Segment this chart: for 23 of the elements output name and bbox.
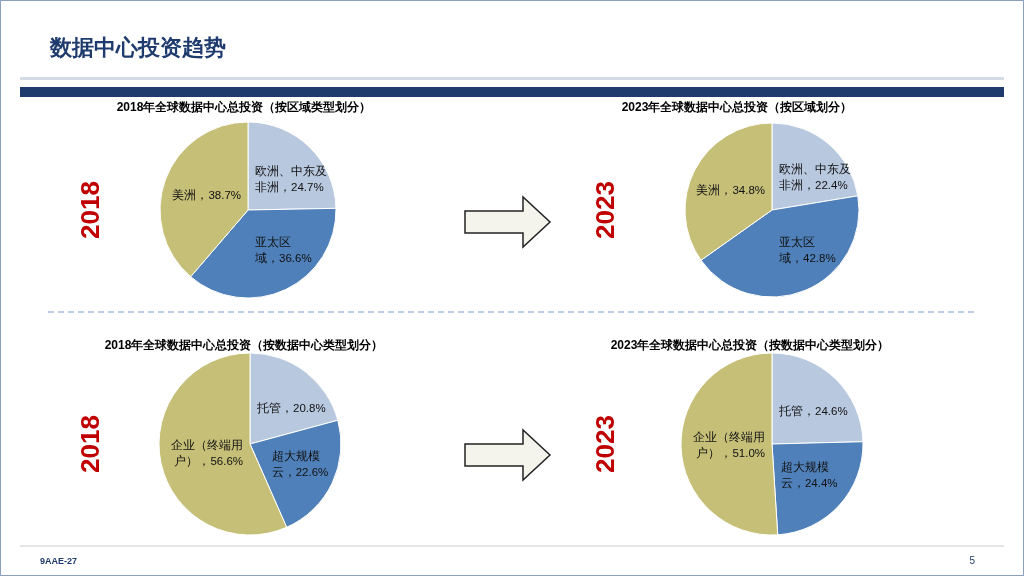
slice-label: 托管，24.6% [778, 405, 848, 418]
slice-label: 美洲，34.8% [696, 183, 765, 197]
slice-label: 企业（终端用户），56.6% [171, 439, 243, 469]
slice-label: 托管，20.8% [256, 401, 326, 414]
chart-title: 2018年全球数据中心总投资（按区域类型划分） [116, 100, 372, 114]
slice-label: 超大规模云，24.4% [780, 460, 838, 489]
slice-label: 欧洲、中东及非洲，24.7% [255, 163, 327, 193]
text: 9AAE-27 [40, 556, 78, 566]
text: 2023 [590, 181, 620, 239]
text: 2018 [75, 181, 105, 239]
text: 数据中心投资趋势 [49, 35, 226, 60]
chart-title: 2023年全球数据中心总投资（按数据中心类型划分） [610, 338, 890, 352]
slice-label: 亚太区域，36.6% [254, 235, 312, 264]
slice-label: 美洲，38.7% [172, 187, 241, 201]
slice-label: 超大规模云，22.6% [271, 449, 329, 478]
text: 2018 [75, 415, 105, 473]
chart-title: 2023年全球数据中心总投资（按区域划分） [621, 100, 853, 114]
text: 5 [969, 555, 976, 566]
text: 2023 [590, 415, 620, 473]
chart-title: 2018年全球数据中心总投资（按数据中心类型划分） [104, 338, 384, 352]
slice-label: 亚太区域，42.8% [778, 236, 836, 265]
slice-label: 欧洲、中东及非洲，22.4% [779, 161, 851, 191]
slice-label: 企业（终端用户），51.0% [693, 431, 765, 461]
